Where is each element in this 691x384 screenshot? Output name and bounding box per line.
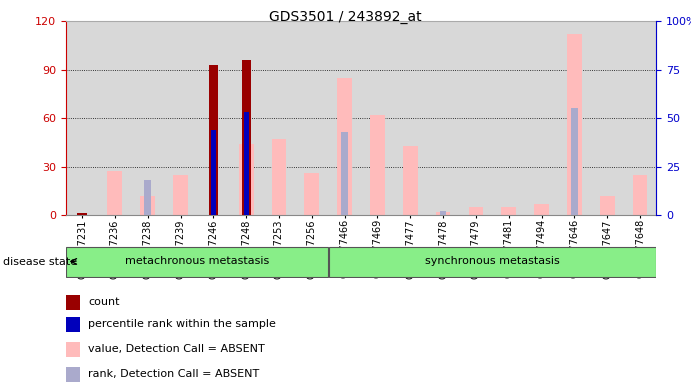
- Text: percentile rank within the sample: percentile rank within the sample: [88, 319, 276, 329]
- Bar: [242, 60, 251, 215]
- Bar: [66, 342, 80, 356]
- Bar: [502, 207, 516, 215]
- Text: metachronous metastasis: metachronous metastasis: [125, 257, 269, 266]
- FancyBboxPatch shape: [329, 247, 656, 277]
- Bar: [66, 295, 80, 310]
- Bar: [144, 180, 151, 215]
- Bar: [633, 175, 647, 215]
- Bar: [79, 213, 85, 215]
- Bar: [571, 108, 578, 215]
- Text: GDS3501 / 243892_at: GDS3501 / 243892_at: [269, 10, 422, 23]
- Bar: [600, 196, 614, 215]
- Bar: [534, 204, 549, 215]
- Bar: [211, 130, 216, 215]
- Text: disease state: disease state: [3, 257, 77, 267]
- Bar: [272, 139, 286, 215]
- Bar: [209, 65, 218, 215]
- Text: synchronous metastasis: synchronous metastasis: [425, 257, 560, 266]
- Bar: [341, 132, 348, 215]
- FancyBboxPatch shape: [66, 247, 328, 277]
- Text: count: count: [88, 297, 120, 307]
- Bar: [140, 196, 155, 215]
- Text: rank, Detection Call = ABSENT: rank, Detection Call = ABSENT: [88, 369, 259, 379]
- Bar: [567, 34, 582, 215]
- Bar: [370, 115, 385, 215]
- Bar: [403, 146, 417, 215]
- Bar: [468, 207, 483, 215]
- Bar: [244, 112, 249, 215]
- Bar: [305, 173, 319, 215]
- Bar: [66, 316, 80, 331]
- Text: value, Detection Call = ABSENT: value, Detection Call = ABSENT: [88, 344, 265, 354]
- Bar: [66, 366, 80, 382]
- Bar: [337, 78, 352, 215]
- Bar: [173, 175, 188, 215]
- Bar: [439, 211, 446, 215]
- Bar: [436, 212, 451, 215]
- Bar: [239, 144, 254, 215]
- Bar: [108, 171, 122, 215]
- Bar: [77, 214, 86, 215]
